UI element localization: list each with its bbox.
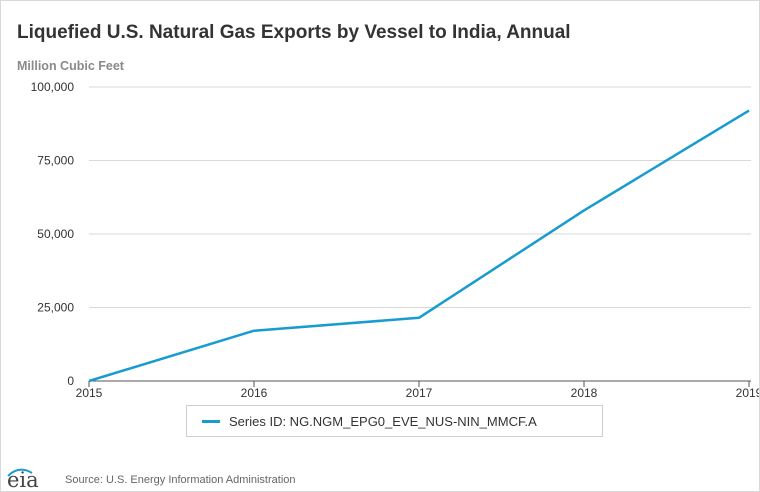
y-axis-ticks: 0 25,000 50,000 75,000 100,000 — [31, 80, 75, 388]
data-point[interactable] — [580, 206, 588, 214]
x-tick-label: 2016 — [241, 386, 268, 400]
y-tick-label: 50,000 — [37, 227, 74, 241]
x-tick-label: 2019 — [736, 386, 759, 400]
eia-logo-arc-icon — [7, 468, 33, 477]
x-tick-label: 2017 — [406, 386, 433, 400]
x-axis-ticks: 2015 2016 2017 2018 2019 — [76, 381, 759, 400]
legend[interactable]: Series ID: NG.NGM_EPG0_EVE_NUS-NIN_MMCF.… — [186, 405, 603, 437]
data-point[interactable] — [745, 107, 753, 115]
series-group — [85, 107, 753, 385]
gridlines — [89, 86, 751, 308]
eia-logo-text: eia — [7, 468, 39, 492]
data-point[interactable] — [85, 377, 93, 385]
y-tick-label: 0 — [67, 374, 74, 388]
series-line[interactable] — [88, 109, 750, 383]
y-axis-unit-label: Million Cubic Feet — [17, 59, 124, 73]
legend-swatch — [202, 420, 220, 423]
source-text: Source: U.S. Energy Information Administ… — [65, 474, 296, 486]
y-tick-label: 25,000 — [37, 301, 74, 315]
x-tick-label: 2018 — [571, 386, 598, 400]
data-point[interactable] — [250, 327, 258, 335]
eia-logo: eia — [7, 468, 39, 492]
legend-item-label[interactable]: Series ID: NG.NGM_EPG0_EVE_NUS-NIN_MMCF.… — [229, 414, 537, 429]
y-tick-label: 75,000 — [37, 154, 74, 168]
data-point[interactable] — [415, 314, 423, 322]
x-tick-label: 2015 — [76, 386, 103, 400]
chart-title: Liquefied U.S. Natural Gas Exports by Ve… — [17, 22, 571, 43]
y-tick-label: 100,000 — [31, 80, 75, 94]
